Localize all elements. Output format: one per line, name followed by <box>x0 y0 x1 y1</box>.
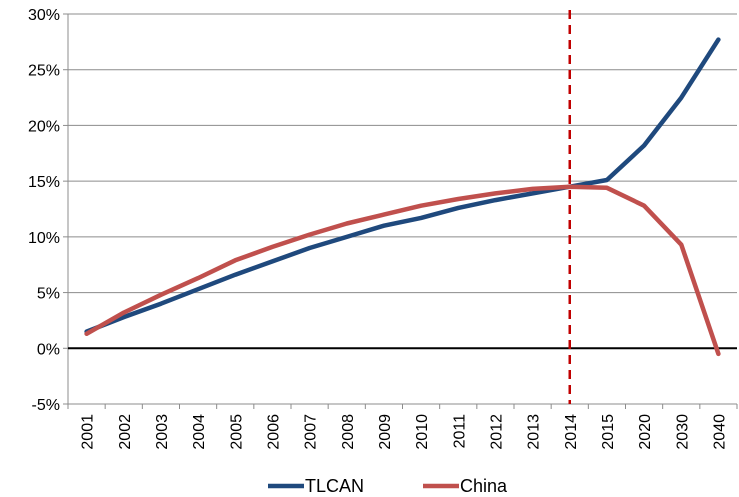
y-tick-label: 20% <box>28 118 60 135</box>
x-tick-label: 2005 <box>228 414 245 450</box>
y-tick-label: 0% <box>37 341 60 358</box>
x-tick-label: 2008 <box>340 414 357 450</box>
x-tick-label: 2014 <box>563 414 580 450</box>
x-tick-label: 2009 <box>377 414 394 450</box>
series-line-china <box>84 184 721 357</box>
legend-label-tlcan: TLCAN <box>305 476 364 496</box>
x-tick-label: 2015 <box>600 414 617 450</box>
x-tick-label: 2007 <box>303 414 320 450</box>
gridlines <box>68 13 737 405</box>
y-tick-label: 5% <box>37 286 60 303</box>
x-tick-label: 2011 <box>451 414 468 449</box>
y-tick-label: 10% <box>28 230 60 247</box>
x-tick-label: 2013 <box>526 414 543 450</box>
x-tick-label: 2001 <box>80 414 97 450</box>
x-tick-label: 2010 <box>414 414 431 450</box>
y-tick-label: 30% <box>28 7 60 24</box>
x-tick-label: 2004 <box>191 414 208 450</box>
y-tick-label: 15% <box>28 174 60 191</box>
y-axis: -5% 0% 5% 10% 15% 20% 25% 30% <box>28 7 69 414</box>
x-tick-label: 2002 <box>117 414 134 450</box>
x-tick-label: 2006 <box>265 414 282 450</box>
legend-label-china: China <box>460 476 508 496</box>
y-tick-label: 25% <box>28 63 60 80</box>
x-tick-label: 2040 <box>711 414 728 450</box>
x-tick-label: 2012 <box>488 414 505 450</box>
x-tick-label: 2020 <box>637 414 654 450</box>
series-lines <box>84 37 721 357</box>
series-line-tlcan <box>84 37 721 334</box>
legend: TLCAN China <box>268 476 508 496</box>
x-tick-label: 2030 <box>674 414 691 450</box>
x-axis: 2001 2002 2003 2004 2005 2006 2007 2008 2009 2010… <box>67 347 738 450</box>
x-tick-label: 2003 <box>154 414 171 450</box>
y-tick-label: -5% <box>32 397 60 414</box>
